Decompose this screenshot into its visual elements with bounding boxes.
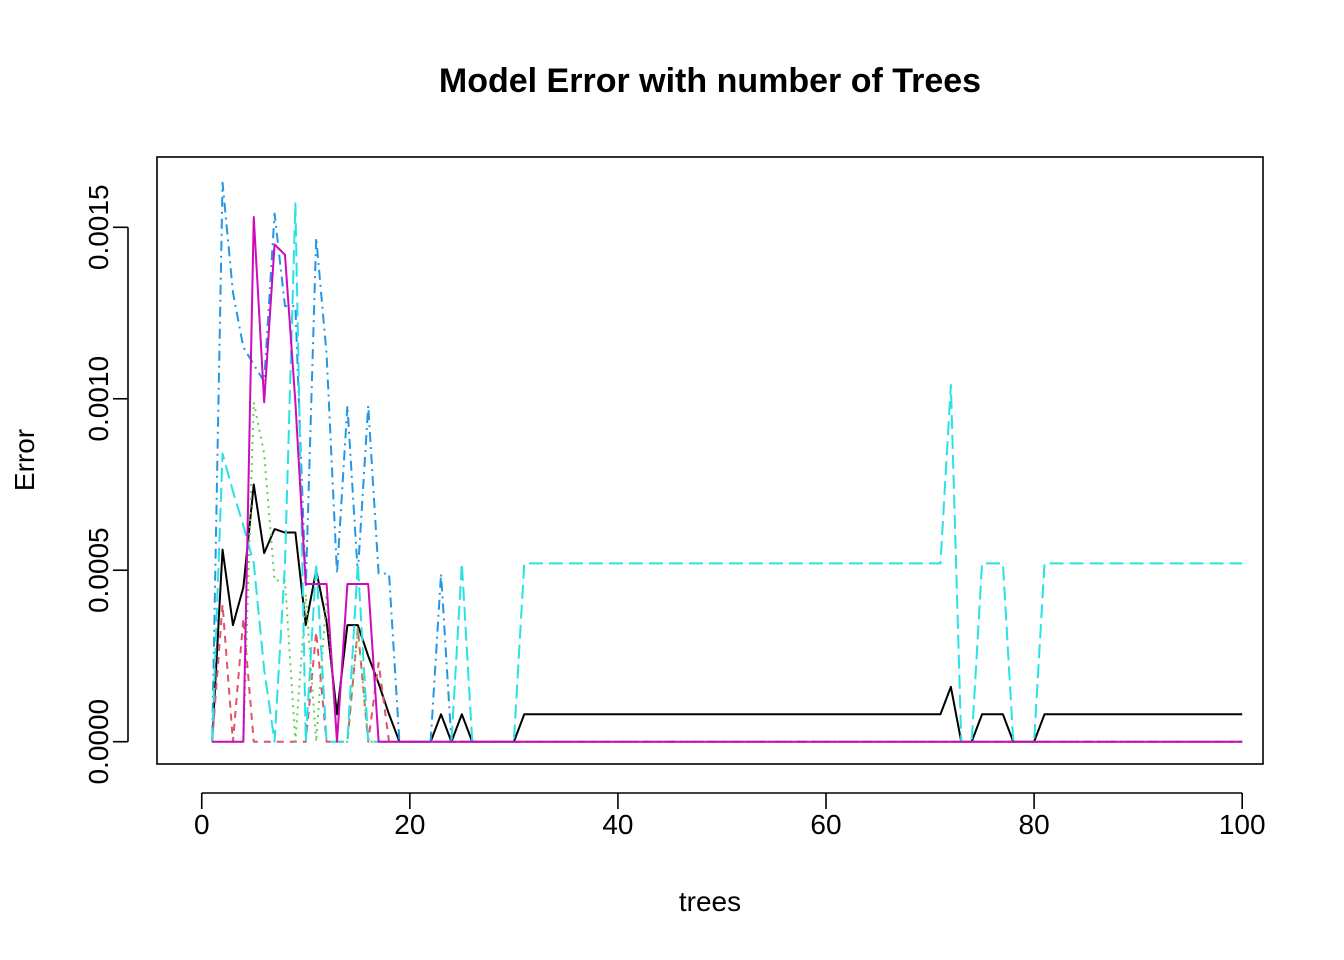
x-axis: 0 20 40 60 80 100 [194,792,1266,840]
series-layer [211,181,1243,743]
y-tick-label: 0.0000 [83,699,114,785]
y-axis-label: Error [9,429,40,491]
x-tick-label: 20 [394,809,425,840]
series-line-class-2 [212,401,1243,743]
y-tick-label: 0.0005 [83,527,114,613]
series-line-class-5 [212,216,1243,743]
x-tick-label: 60 [810,809,841,840]
x-tick-label: 80 [1019,809,1050,840]
series-line-oob [211,483,1243,743]
x-tick-label: 100 [1219,809,1266,840]
series-line-class-4 [211,202,1243,743]
plot-frame [156,156,1264,765]
chart-title: Model Error with number of Trees [439,62,981,100]
x-tick-label: 0 [194,809,210,840]
y-tick-label: 0.0015 [83,184,114,270]
series-line-class-1 [211,603,1243,743]
series-line-class-3 [211,181,1243,743]
x-tick-label: 40 [602,809,633,840]
y-axis: 0.0000 0.0005 0.0010 0.0015 [83,184,129,785]
x-axis-label: trees [679,886,741,917]
y-tick-label: 0.0010 [83,356,114,442]
